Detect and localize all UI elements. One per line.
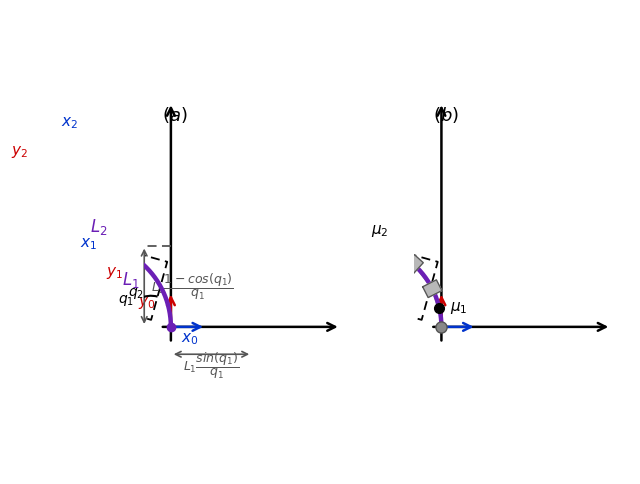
Text: $x_2$: $x_2$ <box>61 116 78 131</box>
Text: $L_1\dfrac{1-cos(q_1)}{q_1}$: $L_1\dfrac{1-cos(q_1)}{q_1}$ <box>151 271 234 302</box>
Text: $q_2$: $q_2$ <box>128 286 144 301</box>
Text: $y_0$: $y_0$ <box>138 295 156 311</box>
Text: $x_0$: $x_0$ <box>181 331 199 347</box>
Polygon shape <box>404 255 423 274</box>
Text: $\mu_1$: $\mu_1$ <box>450 300 468 316</box>
Text: $L_2$: $L_2$ <box>90 217 108 237</box>
Text: $(b)$: $(b)$ <box>433 105 459 124</box>
Polygon shape <box>336 216 355 236</box>
Text: $L_1\dfrac{sin(q_1)}{q_1}$: $L_1\dfrac{sin(q_1)}{q_1}$ <box>183 350 239 381</box>
Text: $y_2$: $y_2$ <box>11 144 28 160</box>
Polygon shape <box>422 280 442 298</box>
Text: $\mu_2$: $\mu_2$ <box>371 223 388 239</box>
Text: $q_1$: $q_1$ <box>118 293 134 308</box>
Text: $x_1$: $x_1$ <box>80 236 97 252</box>
Text: $L_1$: $L_1$ <box>122 270 140 290</box>
Text: $y_1$: $y_1$ <box>106 265 124 281</box>
Polygon shape <box>319 192 338 209</box>
Text: $(a)$: $(a)$ <box>162 105 188 124</box>
